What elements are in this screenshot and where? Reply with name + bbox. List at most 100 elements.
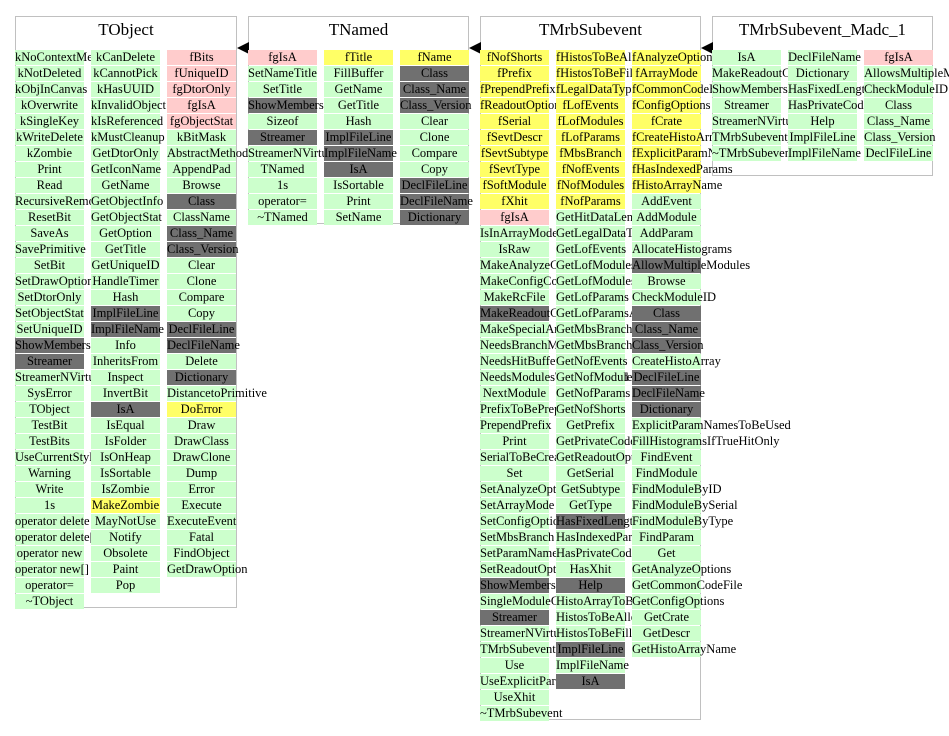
member-operator: operator=: [15, 578, 84, 593]
member-createhistoarray: CreateHistoArray: [632, 354, 721, 369]
member-serialtobecreated: SerialToBeCreated: [480, 450, 575, 465]
member-fsevttype: fSevtType: [480, 162, 549, 177]
member-flegaldatatypes: fLegalDataTypes: [556, 82, 642, 97]
member-israw: IsRaw: [480, 242, 549, 257]
member-maynotuse: MayNotUse: [91, 514, 160, 529]
member-implfilename: ImplFileName: [91, 322, 164, 337]
member-kisreferenced: kIsReferenced: [91, 114, 164, 129]
member-farraymode: fArrayMode: [632, 66, 701, 81]
member-funiqueid: fUniqueID: [167, 66, 236, 81]
member-dictionary: Dictionary: [788, 66, 857, 81]
member-fconfigoptions: fConfigOptions: [632, 98, 711, 113]
member-tnamed: ~TNamed: [248, 210, 317, 225]
member-flofparams: fLofParams: [556, 130, 625, 145]
member-hasindexedparams: HasIndexedParams: [556, 530, 653, 545]
inherits-arrow-tnamed-to-tobject: [237, 42, 249, 54]
member-compare: Compare: [167, 290, 236, 305]
member-addparam: AddParam: [632, 226, 701, 241]
member-implfileline: ImplFileLine: [788, 130, 857, 145]
member-clear: Clear: [400, 114, 469, 129]
member-usecurrentstyle: UseCurrentStyle: [15, 450, 99, 465]
member-fhasindexedparams: fHasIndexedParams: [632, 162, 733, 177]
member-fgdtoronly: fgDtorOnly: [167, 82, 236, 97]
member-declfileline: DeclFileLine: [400, 178, 469, 193]
member-hash: Hash: [324, 114, 393, 129]
member-isequal: IsEqual: [91, 418, 160, 433]
member-handletimer: HandleTimer: [91, 274, 160, 289]
member-class: Class: [167, 194, 236, 209]
member-getreadoutoptions: GetReadoutOptions: [556, 450, 656, 465]
member-fhistoarrayname: fHistoArrayName: [632, 178, 723, 193]
class-title-tmrbsubevent: TMrbSubevent: [539, 20, 642, 39]
inherits-arrow-tmrbsubevent-to-tnamed: [469, 42, 481, 54]
member-kmustcleanup: kMustCleanup: [91, 130, 165, 145]
member-needsbranchmode: NeedsBranchMode: [480, 338, 577, 353]
member-findobject: FindObject: [167, 546, 236, 561]
member-getdescr: GetDescr: [632, 626, 701, 641]
member-isa: IsA: [324, 162, 393, 177]
member-fcreatehistoarray: fCreateHistoArray: [632, 130, 726, 145]
member-tnamed: TNamed: [248, 162, 317, 177]
member-streamer: Streamer: [480, 610, 549, 625]
member-fhistostobefillediftruehit: fHistosToBeFilledIfTrueHit: [556, 66, 696, 81]
member-getanalyzeoptions: GetAnalyzeOptions: [632, 562, 732, 577]
member-inheritsfrom: InheritsFrom: [91, 354, 160, 369]
member-hasfixedlengthformat: HasFixedLengthFormat: [788, 82, 908, 97]
member-getcrate: GetCrate: [632, 610, 701, 625]
member-class-version: Class_Version: [632, 338, 704, 353]
member-read: Read: [15, 178, 84, 193]
member-gettitle: GetTitle: [324, 98, 393, 113]
member-recursiveremove: RecursiveRemove: [15, 194, 107, 209]
member-class-version: Class_Version: [400, 98, 472, 113]
member-dictionary: Dictionary: [167, 370, 236, 385]
member-getname: GetName: [324, 82, 393, 97]
member-freadoutoptions: fReadoutOptions: [480, 98, 566, 113]
member-streamernvirtual: StreamerNVirtual: [248, 146, 337, 161]
member-warning: Warning: [15, 466, 84, 481]
member-get: Get: [632, 546, 701, 561]
member-compare: Compare: [400, 146, 469, 161]
member-makezombie: MakeZombie: [91, 498, 160, 513]
member-checkmoduleid: CheckModuleID: [864, 82, 949, 97]
member-getconfigoptions: GetConfigOptions: [632, 594, 725, 609]
member-fsoftmodule: fSoftModule: [480, 178, 549, 193]
member-gettype: GetType: [556, 498, 625, 513]
member-getmbsbranch: GetMbsBranch: [556, 322, 633, 337]
member-declfileline: DeclFileLine: [864, 146, 933, 161]
member-write: Write: [15, 482, 84, 497]
member-help: Help: [556, 578, 625, 593]
member-makercfile: MakeRcFile: [480, 290, 549, 305]
member-setdrawoption: SetDrawOption: [15, 274, 94, 289]
member-tmrbsubevent-madc-1: ~TMrbSubevent_Madc_1: [712, 146, 842, 161]
member-class: Class: [400, 66, 469, 81]
member-getnofshorts: GetNofShorts: [556, 402, 626, 417]
member-class-name: Class_Name: [864, 114, 933, 129]
member-fserial: fSerial: [480, 114, 549, 129]
member-operator-new: operator new: [15, 546, 84, 561]
member-1s: 1s: [248, 178, 317, 193]
member-fgisa: fgIsA: [480, 210, 549, 225]
member-isa: IsA: [712, 50, 781, 65]
member-tobject: TObject: [15, 402, 84, 417]
member-kinvalidobject: kInvalidObject: [91, 98, 166, 113]
member-makespecialanalyzecode: MakeSpecialAnalyzeCode: [480, 322, 614, 337]
member-fname: fName: [400, 50, 469, 65]
member-hasprivatecode: HasPrivateCode: [788, 98, 870, 113]
member-fnofshorts: fNofShorts: [480, 50, 549, 65]
member-geticonname: GetIconName: [91, 162, 162, 177]
member-pop: Pop: [91, 578, 160, 593]
member-set: Set: [480, 466, 549, 481]
member-browse: Browse: [632, 274, 701, 289]
member-class: Class: [632, 306, 701, 321]
member-getuniqueid: GetUniqueID: [91, 258, 160, 273]
member-use: Use: [480, 658, 549, 673]
member-streamer: Streamer: [248, 130, 317, 145]
member-copy: Copy: [400, 162, 469, 177]
member-getserial: GetSerial: [556, 466, 625, 481]
member-fhistostobeallocated: fHistosToBeAllocated: [556, 50, 668, 65]
member-kobjincanvas: kObjInCanvas: [15, 82, 88, 97]
member-getprefix: GetPrefix: [556, 418, 625, 433]
member-setreadoutoptions: SetReadoutOptions: [480, 562, 578, 577]
member-knocontextmenu: kNoContextMenu: [15, 50, 106, 65]
member-makereadoutcode: MakeReadoutCode: [480, 306, 577, 321]
